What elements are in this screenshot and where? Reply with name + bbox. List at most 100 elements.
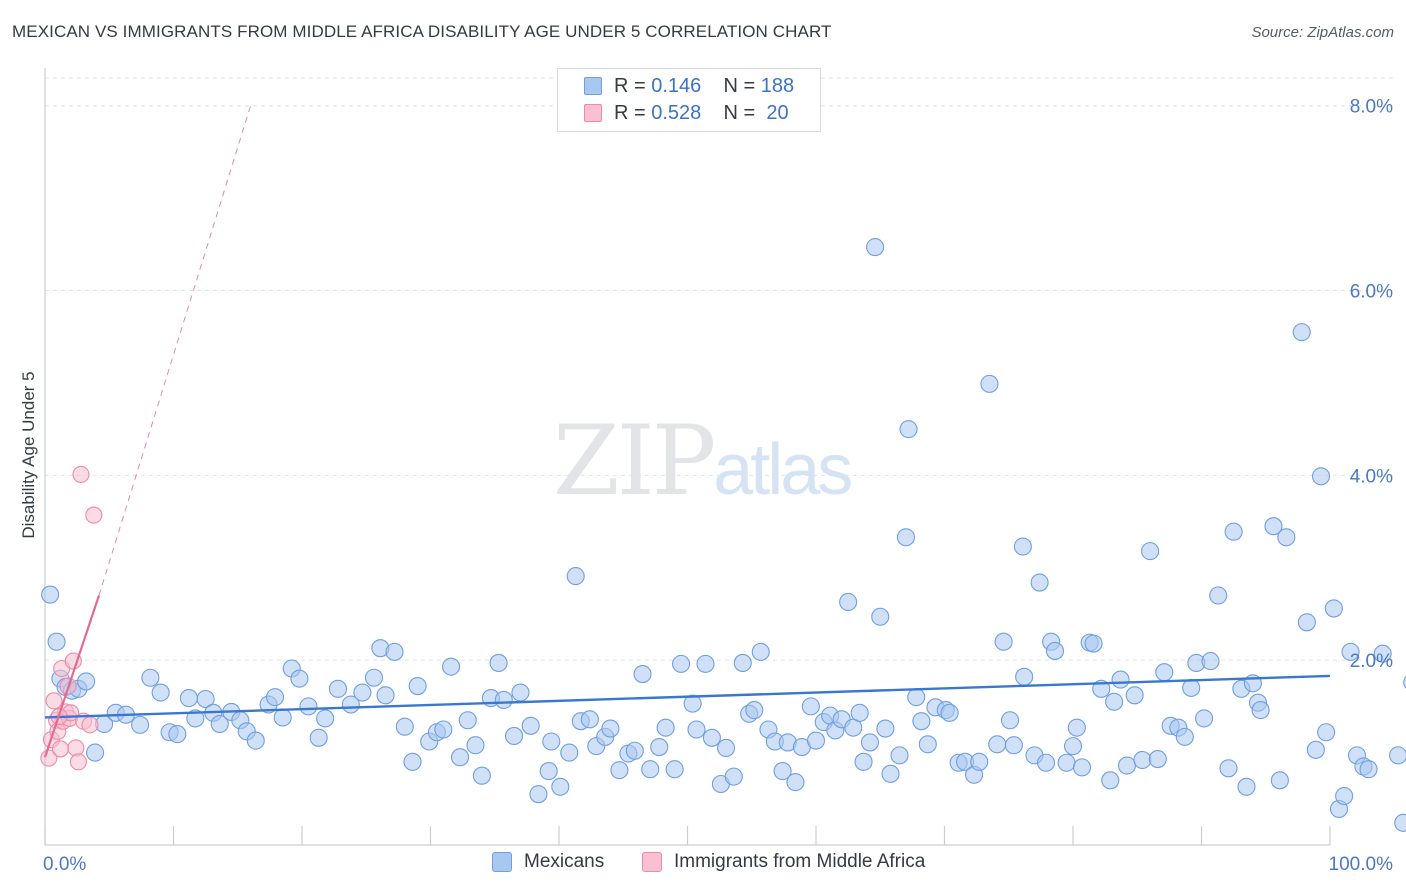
point-middle-africa <box>45 692 63 710</box>
legend-row-middle-africa: R = 0.528 N = 20 <box>584 100 789 126</box>
point-mexicans <box>403 752 422 771</box>
legend-swatch-mexicans <box>492 852 512 872</box>
point-mexicans <box>1105 692 1124 711</box>
point-mexicans <box>1013 537 1032 556</box>
point-mexicans <box>918 735 937 754</box>
point-mexicans <box>1015 667 1034 686</box>
point-middle-africa <box>72 465 90 483</box>
point-mexicans <box>1251 701 1270 720</box>
point-mexicans <box>871 607 890 626</box>
point-mexicans <box>395 717 414 736</box>
point-middle-africa <box>69 753 87 771</box>
point-mexicans <box>511 683 530 702</box>
point-mexicans <box>376 686 395 705</box>
trend-line-middle-africa <box>43 595 101 758</box>
point-mexicans <box>1195 709 1214 728</box>
point-mexicans <box>41 585 60 604</box>
point-mexicans <box>1133 750 1152 770</box>
point-mexicans <box>994 632 1013 651</box>
point-mexicans <box>504 726 524 746</box>
point-mexicans <box>434 720 453 739</box>
point-mexicans <box>1224 522 1243 541</box>
point-mexicans <box>1175 727 1194 746</box>
point-mexicans <box>77 672 96 691</box>
point-mexicans <box>724 767 743 786</box>
legend-label-mexicans: Mexicans <box>524 851 605 872</box>
point-middle-africa <box>51 740 69 758</box>
y-tick-label: 4.0% <box>1350 466 1393 487</box>
point-mexicans <box>683 694 702 713</box>
point-mexicans <box>151 683 170 702</box>
point-mexicans <box>665 760 684 779</box>
point-mexicans <box>641 760 660 779</box>
legend-item-mexicans: Mexicans <box>492 851 604 873</box>
point-mexicans <box>472 766 491 785</box>
point-middle-africa <box>67 739 85 757</box>
watermark-zip: ZIP <box>553 405 716 517</box>
legend-n-label: N = <box>723 101 761 124</box>
legend-swatch-middle-africa <box>642 852 662 872</box>
point-mexicans <box>131 715 150 734</box>
y-tick-label: 2.0% <box>1350 651 1393 672</box>
trend-extension-middle-africa <box>98 105 252 596</box>
stats-legend: R = 0.146 N = 188 R = 0.528 N = 20 <box>557 68 821 132</box>
point-mexicans <box>716 738 736 758</box>
point-mexicans <box>881 764 900 783</box>
axes <box>44 68 1331 846</box>
y-tick-label: 8.0% <box>1350 97 1393 118</box>
point-mexicans <box>1394 813 1406 832</box>
point-mexicans <box>1148 750 1167 769</box>
point-mexicans <box>353 683 372 702</box>
point-mexicans <box>1317 723 1336 742</box>
data-points <box>40 238 1406 832</box>
point-mexicans <box>940 703 959 722</box>
point-mexicans <box>328 679 348 698</box>
point-mexicans <box>1292 323 1311 342</box>
legend-label-middle-africa: Immigrants from Middle Africa <box>674 851 926 872</box>
point-mexicans <box>745 701 764 720</box>
point-mexicans <box>408 677 427 696</box>
point-mexicans <box>625 741 644 760</box>
point-mexicans <box>86 743 105 762</box>
point-mexicans <box>656 718 675 737</box>
point-mexicans <box>854 752 873 771</box>
legend-n-value: 20 <box>760 101 789 124</box>
source-label: Source: ZipAtlas.com <box>1251 24 1394 41</box>
point-mexicans <box>316 709 335 728</box>
point-mexicans <box>1155 663 1174 682</box>
point-mexicans <box>489 653 508 673</box>
point-mexicans <box>494 690 513 709</box>
legend-row-mexicans: R = 0.146 N = 188 <box>584 73 794 99</box>
point-mexicans <box>1004 736 1023 755</box>
point-mexicans <box>702 728 721 747</box>
legend-r-value: 0.146 <box>651 74 702 97</box>
point-mexicans <box>899 420 918 439</box>
point-mexicans <box>1219 759 1238 778</box>
point-mexicans <box>672 654 691 673</box>
point-mexicans <box>733 653 752 673</box>
point-mexicans <box>290 669 309 688</box>
point-mexicans <box>385 642 404 661</box>
point-mexicans <box>458 711 477 730</box>
point-mexicans <box>1036 753 1056 772</box>
point-mexicans <box>980 374 999 393</box>
point-mexicans <box>451 748 470 767</box>
watermark: ZIPatlas <box>553 405 853 517</box>
trend-line-mexicans <box>44 674 1331 719</box>
point-mexicans <box>179 689 198 708</box>
point-mexicans <box>210 714 229 733</box>
legend-n-value: 188 <box>760 74 795 97</box>
tick-labels: 2.0% 4.0% 6.0% 8.0% 0.0% 100.0% Disability Age… <box>19 97 1393 875</box>
point-mexicans <box>687 720 706 739</box>
point-mexicans <box>560 743 579 762</box>
point-mexicans <box>1045 641 1065 660</box>
point-mexicans <box>1117 756 1137 775</box>
point-mexicans <box>806 731 826 750</box>
point-mexicans <box>876 719 895 738</box>
point-mexicans <box>1306 740 1325 759</box>
point-mexicans <box>141 668 160 687</box>
legend-swatch-middle-africa <box>584 104 602 122</box>
point-mexicans <box>1324 599 1343 618</box>
point-mexicans <box>866 238 885 257</box>
point-mexicans <box>529 785 548 804</box>
